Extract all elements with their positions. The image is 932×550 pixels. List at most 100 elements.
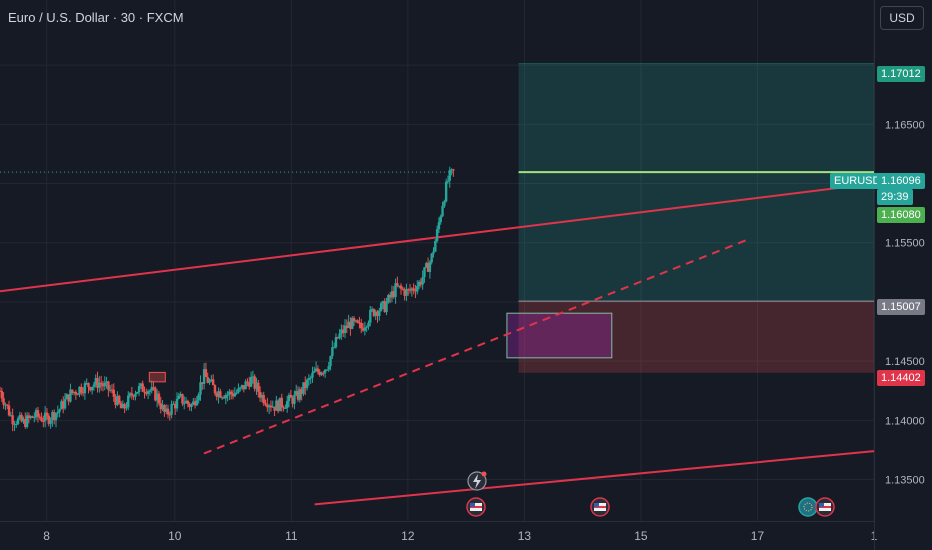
candle-body: [134, 393, 137, 397]
candle-body: [215, 393, 218, 397]
candle-body: [336, 337, 339, 339]
candle-body: [94, 378, 97, 385]
currency-button[interactable]: USD: [880, 6, 924, 30]
us-flag-icon[interactable]: [590, 497, 610, 517]
candle-body: [52, 411, 56, 421]
time-tick-label: 13: [518, 529, 532, 543]
candle-body: [193, 401, 197, 406]
candle-body: [349, 321, 352, 329]
candle-body: [128, 393, 132, 396]
candle-body: [81, 392, 85, 394]
candle-body: [365, 326, 368, 328]
candle-body: [211, 379, 215, 386]
candle-body: [235, 392, 238, 394]
candle-body: [96, 378, 99, 388]
candle-body: [434, 240, 437, 252]
candle-body: [98, 382, 101, 388]
candle-body: [334, 337, 338, 348]
candle-body: [253, 376, 256, 389]
candle-body: [38, 416, 41, 418]
candle-body: [103, 382, 106, 387]
candle-body: [213, 385, 217, 394]
candle-body: [356, 320, 359, 323]
candle-body: [374, 311, 377, 316]
candle-body: [289, 394, 293, 398]
candle-body: [33, 417, 36, 419]
candle-body: [192, 401, 195, 405]
candles: [0, 166, 455, 432]
candle-body: [300, 389, 303, 394]
candle-body: [206, 377, 209, 383]
candle-body: [237, 388, 240, 393]
candle-body: [320, 372, 323, 375]
candle-body: [443, 201, 446, 207]
candle-body: [428, 262, 432, 272]
candle-body: [179, 393, 182, 396]
candle-body: [132, 395, 135, 397]
candle-body: [228, 391, 231, 395]
lightning-icon[interactable]: [467, 471, 487, 491]
candle-body: [148, 390, 152, 392]
candle-body: [190, 404, 193, 408]
candle-body: [269, 405, 273, 408]
candle-body: [233, 393, 237, 397]
candle-body: [307, 378, 311, 380]
candle-body: [450, 169, 453, 171]
candle-body: [331, 347, 334, 357]
candle-body: [74, 391, 78, 395]
candle-body: [136, 391, 139, 394]
candle-body: [146, 391, 150, 394]
candle-body: [199, 382, 202, 395]
candle-body: [266, 404, 269, 408]
candle-body: [403, 289, 406, 296]
candle-body: [444, 181, 448, 202]
candle-body: [388, 295, 392, 298]
candle-body: [101, 384, 105, 387]
candle-body: [222, 397, 226, 399]
candle-body: [361, 328, 365, 331]
time-tick-label: 8: [43, 529, 50, 543]
candle-body: [273, 406, 276, 411]
time-tick-label: 15: [634, 529, 648, 543]
candle-body: [446, 180, 450, 182]
candle-body: [437, 222, 441, 230]
candle-body: [408, 289, 412, 291]
candle-body: [304, 382, 307, 389]
us-flag-icon[interactable]: [466, 497, 486, 517]
candle-body: [435, 229, 439, 241]
candle-body: [392, 291, 395, 297]
candle-body: [370, 309, 374, 311]
candle-body: [284, 407, 287, 409]
candle-body: [305, 379, 309, 389]
candle-body: [141, 383, 144, 392]
candle-body: [63, 399, 67, 409]
candle-body: [2, 398, 5, 405]
candle-body: [51, 411, 54, 421]
eu-flag-ring: [798, 497, 818, 517]
candle-body: [108, 389, 112, 391]
candle-body: [383, 301, 386, 313]
rectangle-drawing: [506, 312, 613, 359]
candle-body: [340, 329, 343, 334]
event-icons[interactable]: [466, 471, 835, 517]
candle-body: [267, 405, 271, 408]
eu-flag-stars: [803, 502, 813, 512]
candle-body: [204, 369, 208, 378]
candle-body: [62, 401, 65, 409]
candle-body: [378, 310, 381, 317]
candle-body: [358, 322, 361, 324]
candle-body: [264, 403, 267, 405]
candle-body: [363, 327, 367, 331]
candle-body: [118, 395, 121, 404]
candle-body: [42, 421, 45, 423]
eu-flag-icon[interactable]: [798, 497, 818, 517]
candle-body: [54, 413, 58, 421]
chart-title: Euro / U.S. Dollar · 30 · FXCM: [8, 10, 184, 25]
us-flag-icon[interactable]: [815, 497, 835, 517]
candle-body: [351, 318, 354, 329]
candle-body: [452, 169, 455, 171]
candle-body: [69, 389, 72, 402]
candle-body: [372, 309, 376, 316]
